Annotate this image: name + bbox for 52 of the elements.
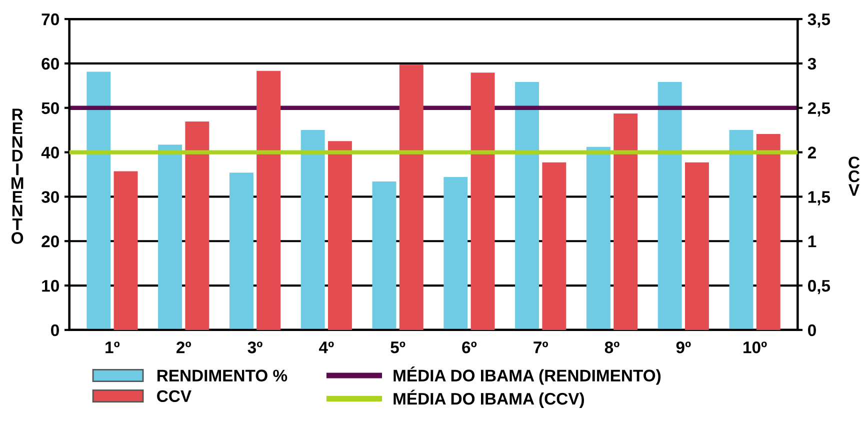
bar	[658, 82, 682, 330]
x-tick-label: 10º	[744, 341, 767, 354]
bar	[256, 70, 281, 330]
bar	[229, 172, 254, 330]
legend-label: MÉDIA DO IBAMA (RENDIMENTO)	[394, 366, 661, 385]
bar	[684, 162, 709, 330]
bar	[515, 82, 540, 330]
y2-tick-label: 0	[808, 324, 816, 336]
x-tick-label: 1º	[106, 342, 120, 354]
x-tick-label: 9º	[676, 341, 691, 354]
bar	[470, 72, 495, 330]
y-tick-label: 70	[42, 13, 59, 26]
y2-tick-label: 1	[808, 236, 816, 248]
bar	[444, 177, 468, 330]
y2-tick-label: 3	[808, 58, 816, 70]
y2-axis-title: CCV	[848, 156, 860, 196]
bar	[756, 134, 780, 330]
y-tick-label: 60	[42, 58, 59, 70]
y-tick-label: 20	[42, 236, 59, 248]
bar	[114, 171, 138, 330]
y2-tick-label: 2	[808, 146, 816, 158]
x-tick-label: 8º	[604, 341, 620, 354]
y2-tick-label: 3,5	[808, 13, 830, 28]
bar	[185, 122, 210, 330]
y-tick-label: 50	[42, 102, 59, 114]
x-tick-label: 4º	[318, 342, 334, 354]
y2-tick-label: 1,5	[808, 191, 830, 206]
x-tick-label: 6º	[462, 341, 477, 354]
legend-label: RENDIMENTO %	[157, 370, 288, 382]
x-tick-label: 2º	[176, 341, 191, 354]
text: RENDIMENTO	[12, 108, 24, 244]
y-tick-label: 40	[41, 146, 59, 158]
y-tick-label: 30	[41, 191, 59, 203]
bar	[542, 162, 566, 330]
bar	[586, 146, 610, 330]
y-tick-label: 10	[42, 280, 59, 292]
legend-label: CCV	[157, 390, 192, 402]
y-tick-label: 0	[51, 324, 59, 336]
bar	[372, 181, 396, 330]
bar	[158, 144, 182, 330]
y2-tick-label: 2,5	[808, 102, 830, 116]
legend-label: MÉDIA DO IBAMA (CCV)	[394, 390, 584, 408]
x-tick-label: 3º	[248, 341, 262, 354]
bar	[399, 64, 424, 330]
y2-tick-label: 0,5	[808, 280, 830, 294]
x-tick-label: 7º	[534, 342, 548, 354]
bar	[86, 72, 111, 330]
bar	[300, 130, 325, 330]
x-tick-label: 5º	[390, 342, 406, 354]
bar	[328, 141, 352, 330]
bar	[614, 114, 638, 330]
bar	[729, 130, 754, 330]
